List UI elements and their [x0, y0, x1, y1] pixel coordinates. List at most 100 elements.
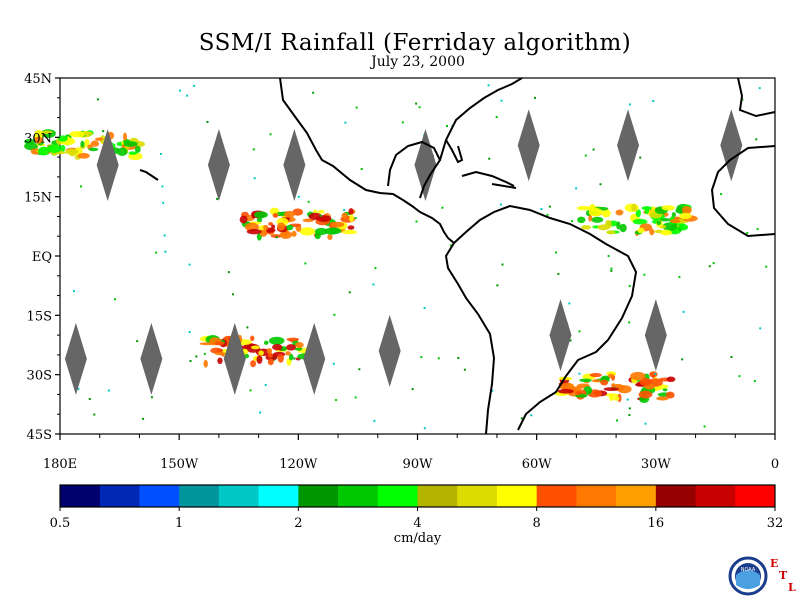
rain-cell: [60, 144, 66, 152]
coastline-north-america: [279, 77, 455, 244]
rain-cell: [46, 144, 62, 153]
rain-speck: [501, 263, 504, 266]
rain-cell: [69, 151, 76, 157]
rain-cell: [256, 355, 263, 364]
rain-cell: [341, 212, 348, 219]
rain-speck: [343, 209, 346, 212]
rain-speck: [682, 310, 685, 313]
swath-gap-diamond: [517, 109, 540, 182]
rain-speck: [654, 372, 657, 375]
lat-tick-label: 30N: [24, 131, 52, 146]
rain-speck: [88, 398, 91, 401]
rain-cell: [267, 358, 274, 366]
rain-cell: [679, 224, 689, 231]
rain-cell: [77, 152, 90, 159]
rain-speck: [534, 96, 537, 99]
rain-speck: [93, 413, 96, 416]
rain-speck: [312, 91, 315, 94]
lon-tick-label: 180E: [43, 457, 77, 472]
rain-cell: [256, 217, 263, 223]
colorbar-tick-label: 32: [767, 516, 784, 531]
rain-speck: [759, 327, 762, 330]
rain-speck: [626, 398, 629, 401]
rain-cell: [286, 224, 294, 231]
rain-cell: [239, 215, 248, 224]
colorbar-swatch: [218, 485, 260, 507]
rain-speck: [423, 427, 426, 430]
rain-cell: [292, 208, 304, 216]
rain-cell: [611, 383, 616, 388]
rain-cell: [277, 222, 286, 231]
swath-gap-diamond: [223, 322, 246, 395]
rain-cell: [635, 209, 641, 218]
rain-cell: [263, 225, 269, 230]
rain-cell: [286, 337, 300, 342]
rain-cell: [214, 341, 225, 346]
rain-speck: [446, 125, 449, 128]
rain-cell: [254, 211, 268, 219]
lat-tick-label: 45S: [27, 428, 52, 443]
rain-speck: [162, 201, 165, 204]
rain-speck: [161, 185, 164, 188]
rain-cell: [134, 145, 141, 153]
rain-speck: [628, 321, 631, 324]
coastline-cuba: [461, 170, 515, 187]
rain-speck: [720, 193, 723, 196]
rain-cell: [272, 344, 283, 351]
rain-speck: [756, 228, 759, 231]
swath-gap-diamond: [283, 129, 306, 202]
swath-gap-layer: [64, 109, 743, 395]
rain-cell: [607, 373, 614, 378]
rain-cell: [632, 218, 648, 225]
rain-speck: [643, 273, 646, 276]
rain-cell: [349, 214, 354, 223]
colorbar-swatch: [258, 485, 299, 507]
rain-cell: [250, 335, 255, 342]
rain-speck: [333, 313, 336, 316]
colorbar-swatch: [576, 485, 617, 507]
rain-speck: [575, 187, 578, 190]
coastline-africa: [710, 145, 776, 238]
rain-speck: [530, 414, 533, 417]
rain-speck: [96, 98, 99, 101]
swath-gap-diamond: [644, 299, 667, 372]
rain-cell: [576, 205, 593, 211]
rain-cell: [38, 146, 50, 156]
colorbar-tick-label: 0.5: [50, 516, 71, 531]
rain-cell: [589, 372, 602, 378]
rain-cell: [267, 352, 273, 358]
colorbar-swatch: [496, 485, 538, 507]
rain-cell: [579, 378, 592, 383]
rain-cell: [285, 351, 291, 356]
colorbar-swatch: [695, 485, 736, 507]
rain-speck: [355, 106, 358, 109]
rain-speck: [188, 331, 191, 334]
colorbar: 0.5 1 2 4 8 16 32 cm/day: [50, 484, 784, 546]
rain-speck: [114, 298, 117, 301]
rain-speck: [628, 407, 631, 410]
rain-speck: [203, 353, 206, 356]
rain-cell: [666, 376, 676, 383]
rain-speck: [628, 414, 631, 417]
rain-cell: [606, 230, 616, 235]
rain-speck: [107, 389, 110, 392]
rain-cell: [316, 215, 332, 222]
rain-cell: [116, 147, 128, 157]
rain-cell: [258, 350, 264, 356]
rain-cell: [597, 224, 610, 231]
colorbar-swatch: [536, 485, 577, 507]
rain-speck: [457, 356, 460, 359]
rain-speck: [499, 203, 502, 206]
rain-speck: [77, 387, 80, 390]
rain-cell: [591, 216, 604, 223]
rain-speck: [373, 419, 376, 422]
rain-cell: [295, 341, 304, 349]
rain-speck: [334, 399, 337, 402]
rain-cell: [288, 353, 294, 361]
rain-cell: [613, 396, 620, 401]
rain-speck: [463, 368, 466, 371]
rain-speck: [415, 102, 418, 105]
rain-cell: [330, 221, 345, 228]
colorbar-swatch: [99, 485, 140, 507]
rain-cell: [317, 209, 325, 214]
